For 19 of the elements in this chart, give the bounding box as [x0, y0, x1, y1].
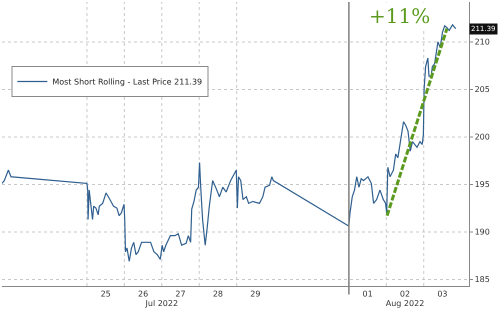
y-tick-label: 205 [474, 85, 490, 94]
x-tick-label: 01 [362, 290, 373, 299]
annotation: +11% [369, 4, 430, 28]
y-tick-label: 190 [474, 228, 490, 237]
y-tick-label: 210 [474, 38, 490, 47]
line-series [2, 24, 456, 262]
x2-tick-label: Jul 2022 [144, 299, 178, 308]
y-tick-label: 195 [474, 180, 490, 190]
x-tick-label: 27 [175, 290, 186, 299]
y-tick-label: 200 [474, 132, 490, 142]
x-tick-label: 02 [400, 290, 410, 299]
x2-tick-label: Aug 2022 [386, 299, 424, 308]
x-tick-label: 03 [437, 290, 448, 299]
x-tick-label: 26 [138, 290, 148, 299]
x-tick-label: 28 [212, 290, 224, 299]
x-tick-label: 29 [250, 290, 260, 299]
x-tick-label: 25 [100, 290, 111, 299]
y-tick-label: 185 [474, 275, 490, 284]
legend-label: Most Short Rolling - Last Price 211.39 [52, 78, 202, 87]
